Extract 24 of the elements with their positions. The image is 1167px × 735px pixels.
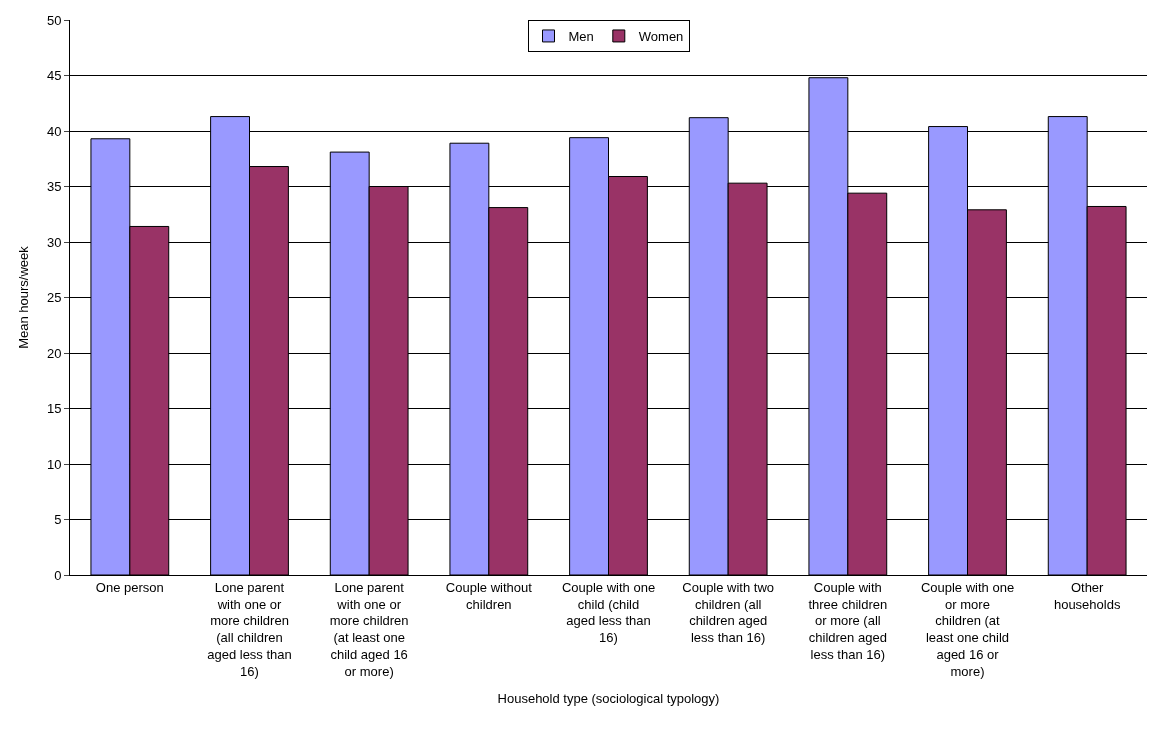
x-tick-label: Couple with one child (child aged less than 16)	[561, 579, 656, 646]
y-tick-label: 40	[46, 123, 62, 139]
y-axis-title: Mean hours/week	[15, 245, 31, 349]
y-tick-label: 5	[54, 512, 62, 528]
x-tick-label: Lone parent with one or more children (all children aged less than 16)	[207, 579, 292, 680]
x-axis-title: Household type (sociological typology)	[497, 690, 720, 706]
x-tick-label: Lone parent with one or more children (at least one child aged 16 or more)	[329, 579, 409, 680]
y-tick-label: 50	[46, 12, 62, 28]
x-tick-label: Other households	[1053, 579, 1121, 612]
x-tick-label: Couple with three children or more (all children aged less than 16)	[808, 579, 888, 663]
y-tick-label: 25	[46, 290, 62, 306]
legend-label: Men	[568, 29, 594, 45]
y-tick-label: 10	[46, 456, 62, 472]
x-tick-label: Couple with one or more children (at least one child aged 16 or more)	[920, 579, 1015, 680]
y-tick-label: 45	[46, 68, 62, 84]
y-tick-label: 30	[46, 234, 62, 250]
x-tick-label: Couple without children	[445, 579, 533, 612]
y-tick-label: 35	[46, 179, 62, 195]
legend-label: Women	[638, 29, 684, 45]
y-tick-label: 0	[54, 567, 62, 583]
x-tick-label: One person	[95, 579, 164, 595]
x-tick-label: Couple with two children (all children aged less than 16)	[682, 579, 775, 646]
y-tick-label: 20	[46, 345, 62, 361]
y-tick-label: 15	[46, 401, 62, 417]
